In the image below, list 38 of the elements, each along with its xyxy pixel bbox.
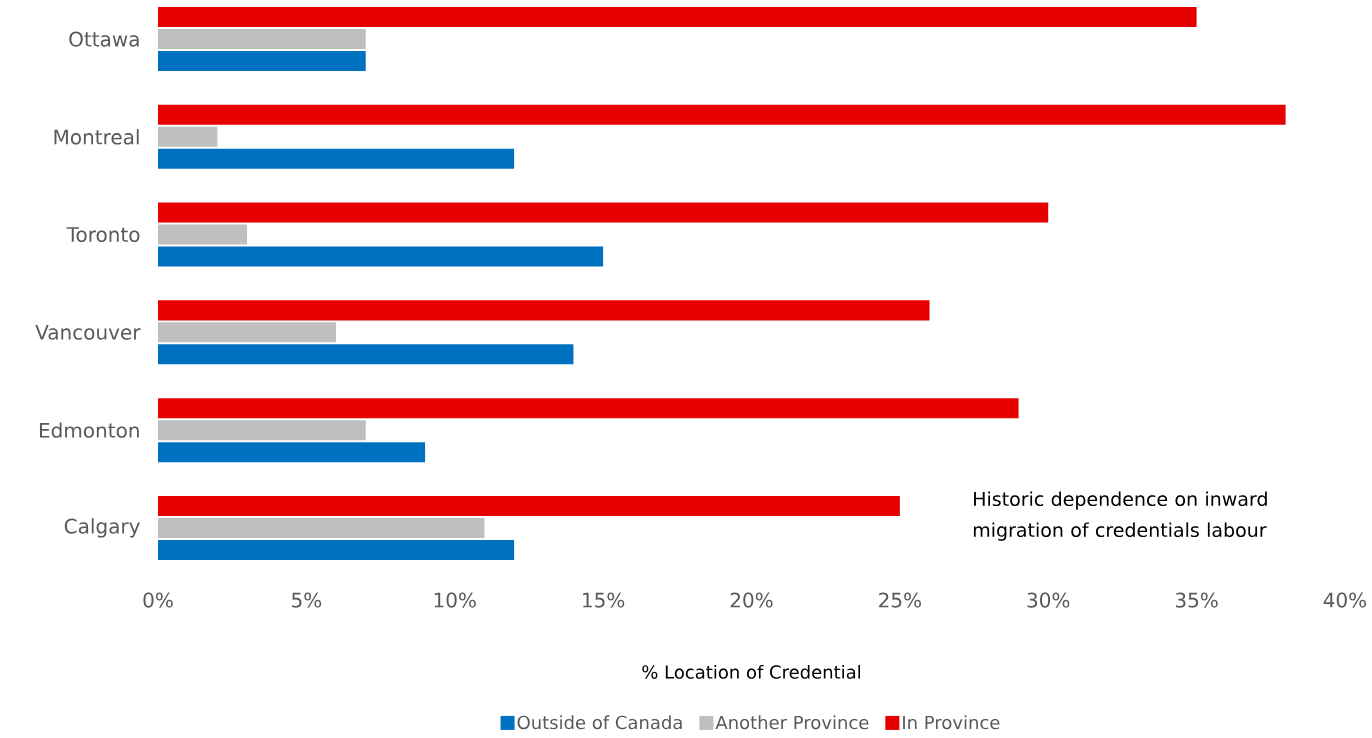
x-tick-label: 25% [879,592,921,608]
legend-label: Outside of Canada [517,715,682,730]
bar [158,126,218,147]
bar [158,322,337,343]
bar [158,148,515,169]
bar [158,224,248,245]
annotation: Historic dependence on inward migration of credentials labour [973,491,1267,541]
x-tick-label: 40% [1323,592,1367,608]
y-tick-label: Toronto [66,227,140,243]
bar [158,420,366,441]
y-tick-label: Vancouver [35,324,141,340]
bar [158,442,426,463]
x-tick-label: 5% [292,592,322,608]
y-tick-label: Montreal [54,129,139,145]
bar [158,29,366,50]
bar [158,495,900,516]
x-tick-label: 15% [583,592,625,608]
bar [158,104,1286,125]
bar [158,517,485,538]
x-tick-label: 0% [143,592,173,608]
bar [158,398,1019,419]
bar [158,7,1197,28]
x-tick-label: 30% [1027,592,1070,608]
x-tick-label: 20% [730,592,773,608]
x-axis-title: % Location of Credential [642,664,861,679]
legend-label: Another Province [715,715,869,730]
legend-label: In Province [903,715,1000,730]
bar [158,51,366,72]
x-tick-label: 10% [434,592,476,608]
y-tick-label: Ottawa [69,31,139,47]
bar [158,300,930,321]
bar [158,344,574,365]
y-tick-label: Calgary [64,518,140,538]
bar [158,246,604,267]
bar [158,202,1049,223]
y-tick-label: Edmonton [39,422,139,438]
bar [158,539,515,560]
x-tick-label: 35% [1175,592,1218,608]
